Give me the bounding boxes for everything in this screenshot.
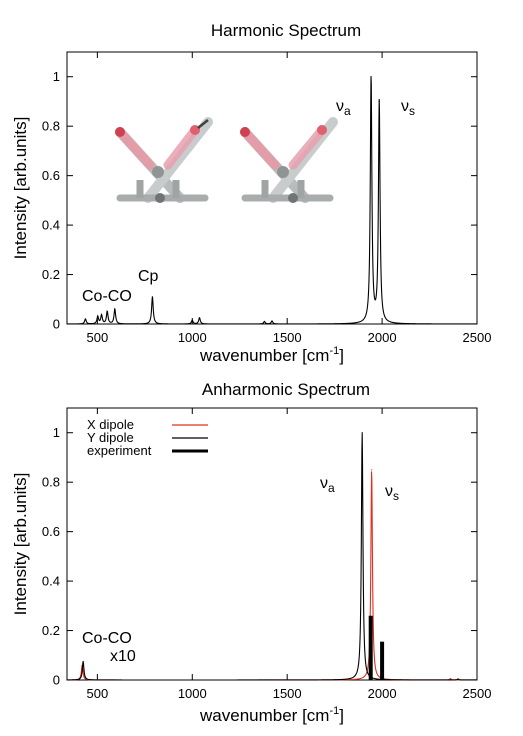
anharmonic-y-tick-label-0: 0 [53,673,60,688]
harmonic-series-0-peak-5 [151,296,154,298]
anharmonic-y-dipole-peak-2 [457,678,459,680]
harmonic-series-0-peak-3 [106,311,108,313]
anharmonic-x-tick-label-1: 1000 [178,686,207,701]
anharmonic-y-tick-label-1: 0.2 [42,623,60,638]
harmonic-series-0-peak-4 [114,308,116,310]
anharmonic-y-tick-label-2: 0.4 [42,574,60,589]
harmonic-title: Harmonic Spectrum [211,21,361,40]
anharmonic-x-tick-label-3: 2000 [368,686,397,701]
anharmonic-x-dipole-peak-2 [449,678,452,680]
legend-label-x-dipole: X dipole [87,417,134,432]
anharmonic-y-dipole-peak-1 [361,432,363,434]
harmonic-y-tick-label-0: 0 [53,317,60,332]
harmonic-y-tick-label-4: 0.8 [42,119,60,134]
harmonic-series-0-peak-6 [191,319,193,321]
anharmonic-x-tick-label-0: 500 [87,686,109,701]
harmonic-x-tick-label-3: 2000 [368,330,397,345]
harmonic-y-tick-label-1: 0.2 [42,267,60,282]
anharmonic-y-dipole-curve [67,433,477,681]
harmonic-x-tick-label-2: 1500 [273,330,302,345]
anharmonic-annotation-co-co: Co-CO [82,630,132,647]
harmonic-annotation-nu-a: νa [336,98,351,118]
molecule-illustration-left [115,117,213,203]
harmonic-annotation-cp: Cp [138,268,159,285]
anharmonic-curves [67,432,477,681]
harmonic-series-0-peak-11 [378,100,380,103]
harmonic-series-0-peak-2 [100,314,103,316]
anharmonic-x-tick-label-4: 2500 [463,686,492,701]
harmonic-series-0-peak-9 [271,320,273,322]
anharmonic-x-tick-label-2: 1500 [273,686,302,701]
harmonic-y-tick-label-2: 0.4 [42,218,60,233]
harmonic-y-tick-label-5: 1 [53,69,60,84]
harmonic-series-0-peak-0 [84,318,87,320]
legend-label-experiment: experiment [87,443,152,458]
anharmonic-y-tick-label-3: 0.6 [42,524,60,539]
legend-label-y-dipole: Y dipole [87,430,134,445]
molecule-illustration-right [240,117,338,203]
anharmonic-annotation-nu-a: νa [320,475,335,495]
legend: X dipole Y dipole experiment [87,417,208,458]
anharmonic-annotation-nu-s: νs [385,483,399,503]
harmonic-series-0-peak-8 [263,320,266,323]
anharmonic-y-dipole-peak-0 [82,660,84,663]
harmonic-x-axis-label: wavenumber [cm-1] [199,345,344,365]
anharmonic-y-axis-label: Intensity [arb.units] [11,473,30,616]
harmonic-x-tick-label-1: 1000 [178,330,207,345]
harmonic-y-axis-label: Intensity [arb.units] [11,117,30,260]
harmonic-x-tick-label-0: 500 [87,330,109,345]
anharmonic-panel: Anharmonic Spectrum 500 1000 1500 2000 2500 0… [11,380,491,725]
harmonic-series-0-peak-1 [97,315,99,318]
harmonic-series-0-peak-10 [370,76,372,78]
harmonic-y-tick-label-3: 0.6 [42,168,60,183]
harmonic-x-tick-label-4: 2500 [463,330,492,345]
anharmonic-x-axis-label: wavenumber [cm-1] [199,705,344,725]
anharmonic-title: Anharmonic Spectrum [202,380,370,399]
harmonic-annotation-co-co: Co-CO [82,288,132,305]
anharmonic-y-tick-label-5: 1 [53,425,60,440]
harmonic-curves [67,76,477,325]
harmonic-plot-frame [66,51,478,325]
anharmonic-y-tick-label-4: 0.8 [42,475,60,490]
anharmonic-annotation-x10: x10 [110,648,136,665]
harmonic-annotation-nu-s: νs [401,98,415,118]
anharmonic-ticks: 500 1000 1500 2000 2500 0 0.2 0.4 0.6 0.8 1 [42,408,492,701]
harmonic-ticks: 500 1000 1500 2000 2500 0 0.2 0.4 0.6 0.8 1 [42,52,492,345]
harmonic-panel: Harmonic Spectrum 500 1000 1500 2000 2500 0 0.… [11,21,491,365]
anharmonic-x-dipole-peak-1 [371,469,373,471]
harmonic-series-0-peak-7 [198,317,201,319]
